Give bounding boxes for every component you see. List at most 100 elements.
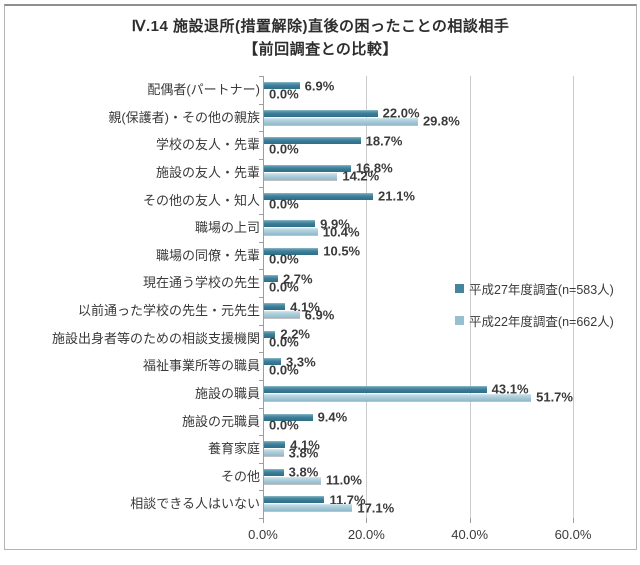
axis-tick	[259, 214, 263, 216]
axis-tick	[259, 407, 263, 409]
bar-h22-survey	[264, 476, 321, 484]
bar-h22-survey	[264, 311, 300, 318]
axis-tick	[259, 435, 263, 437]
bar-h27-survey	[264, 137, 361, 145]
chart-frame: Ⅳ.14 施設退所(措置解除)直後の困ったことの相談相手 【前回調査との比較】 …	[4, 4, 637, 550]
bar-h27-survey	[264, 192, 374, 200]
category-label: 職場の同僚・先輩	[155, 247, 260, 263]
bar-h27-survey	[264, 303, 286, 310]
value-label: 3.8%	[288, 445, 319, 461]
value-label: 10.5%	[323, 243, 361, 259]
legend-label: 平成27年度調査(n=583人)	[469, 283, 614, 297]
x-tick-label: 20.0%	[347, 527, 385, 542]
bar-h22-survey	[264, 117, 418, 125]
axis-tick	[573, 518, 574, 523]
category-label: 現在通う学校の先生	[142, 275, 260, 291]
value-label: 0.0%	[269, 86, 299, 101]
bar-h27-survey	[264, 109, 378, 117]
legend: 平成27年度調査(n=583人) 平成22年度調査(n=662人)	[455, 279, 614, 343]
bar-h27-survey	[264, 247, 319, 255]
bar-h22-survey	[264, 172, 338, 180]
x-tick-label: 0.0%	[248, 527, 278, 542]
category-label: その他	[220, 468, 260, 484]
axis-tick	[259, 379, 263, 381]
category-label: 施設出身者等のための相談支援機関	[51, 330, 260, 346]
category-label: 以前通った学校の先生・元先生	[77, 303, 260, 318]
legend-label: 平成22年度調査(n=662人)	[469, 315, 614, 329]
legend-marker	[455, 284, 464, 293]
axis-tick	[259, 158, 263, 160]
value-label: 4.1%	[290, 437, 320, 453]
gridline	[366, 76, 368, 518]
value-label: 43.1%	[491, 381, 529, 397]
chart-title-line2: 【前回調査との比較】	[243, 41, 398, 58]
bar-h22-survey	[264, 393, 532, 401]
bar-h27-survey	[264, 468, 284, 476]
value-label: 0.0%	[269, 334, 299, 350]
gridline	[469, 76, 471, 518]
category-label: 職場の上司	[194, 220, 260, 236]
plot-area: 0.0% 20.0% 40.0% 60.0% 6.9% 0.0% 22.0% 29.8% 18.…	[248, 76, 591, 542]
category-label: 施設の友人・先輩	[155, 164, 260, 180]
value-label: 0.0%	[269, 196, 299, 212]
value-label: 11.0%	[325, 472, 362, 488]
value-label: 21.1%	[378, 188, 415, 204]
legend-marker	[455, 316, 464, 325]
value-label: 22.0%	[382, 105, 420, 121]
axis-tick	[259, 186, 263, 188]
gridline	[573, 76, 574, 518]
axis-tick	[263, 518, 264, 523]
value-label: 10.4%	[322, 224, 360, 240]
axis-tick	[259, 76, 263, 77]
category-label: 親(保護者)・その他の親族	[108, 109, 260, 125]
axis-tick	[259, 518, 263, 519]
axis-tick	[259, 241, 263, 243]
bar-h27-survey	[264, 164, 351, 172]
category-label: 相談できる人はいない	[130, 496, 260, 512]
axis-tick	[259, 490, 263, 492]
x-tick-label: 60.0%	[554, 527, 592, 542]
bar-h27-survey	[264, 82, 300, 89]
value-label: 29.8%	[422, 113, 460, 129]
value-label: 0.0%	[269, 279, 299, 295]
value-label: 4.1%	[290, 299, 320, 314]
value-label: 2.2%	[280, 326, 310, 342]
bar-h27-survey	[264, 385, 487, 393]
value-label: 2.7%	[282, 271, 313, 287]
value-label: 3.8%	[288, 464, 319, 480]
value-label: 3.3%	[286, 354, 316, 370]
value-label: 6.9%	[304, 78, 335, 93]
axis-tick	[366, 518, 368, 523]
value-label: 14.2%	[342, 168, 380, 184]
value-label: 9.9%	[320, 216, 350, 232]
value-label: 51.7%	[536, 389, 573, 405]
bar-h27-survey	[264, 441, 286, 449]
chart-title-line1: Ⅳ.14 施設退所(措置解除)直後の困ったことの相談相手	[131, 18, 510, 35]
axis-tick	[259, 352, 263, 354]
bar-h27-survey	[264, 358, 282, 366]
value-label: 16.8%	[355, 160, 393, 176]
bar-h22-survey	[264, 504, 353, 512]
bar-h27-survey	[264, 275, 278, 283]
axis-tick	[259, 103, 263, 105]
value-label: 0.0%	[269, 417, 299, 433]
category-label: 学校の友人・先輩	[155, 137, 260, 153]
value-label: 17.1%	[357, 500, 395, 516]
category-label: 施設の職員	[194, 385, 260, 401]
legend-item: 平成22年度調査(n=662人)	[455, 311, 614, 330]
category-label: 福祉事業所等の職員	[142, 358, 260, 374]
bar-h27-survey	[264, 220, 316, 228]
bar-h22-survey	[264, 449, 284, 457]
category-axis: 配偶者(パートナー) 親(保護者)・その他の親族 学校の友人・先輩 施設の友人・先輩そ…	[15, 76, 260, 518]
value-axis-line	[263, 76, 264, 518]
value-label: 11.7%	[329, 492, 366, 508]
category-label: 施設の元職員	[181, 413, 260, 429]
bar-h22-survey	[264, 228, 318, 236]
value-label: 0.0%	[269, 141, 299, 157]
chart-title: Ⅳ.14 施設退所(措置解除)直後の困ったことの相談相手 【前回調査との比較】	[5, 15, 636, 61]
axis-tick	[259, 324, 263, 326]
value-label: 9.4%	[317, 409, 348, 425]
axis-tick	[259, 131, 263, 133]
bar-h27-survey	[264, 413, 313, 421]
axis-tick	[259, 269, 263, 271]
